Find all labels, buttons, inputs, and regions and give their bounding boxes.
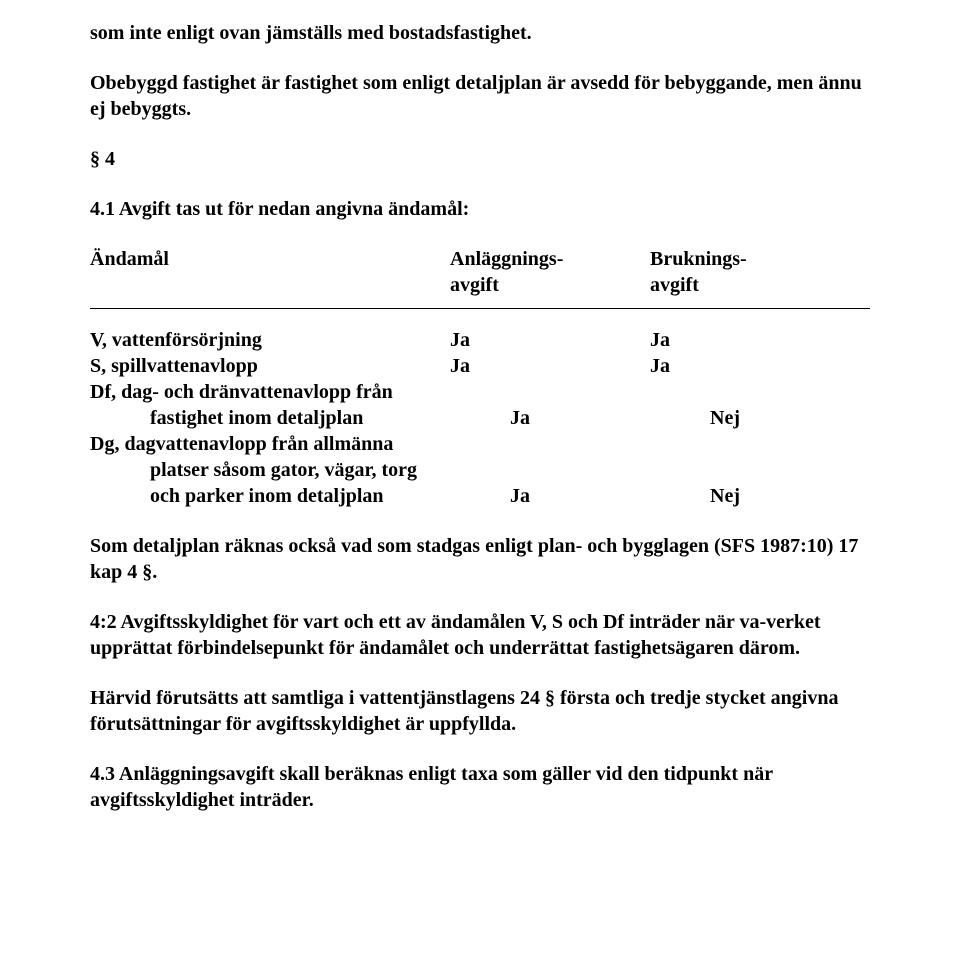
table-row-v: V, vattenförsörjning Ja Ja (90, 327, 870, 353)
cell-s-anl: Ja (450, 353, 650, 379)
cell-s-label: S, spillvattenavlopp (90, 353, 450, 379)
cell-df-anl: Ja (510, 405, 710, 431)
section-4-heading: § 4 (90, 146, 870, 172)
fee-table: Ändamål Anläggnings- avgift Bruknings- a… (90, 246, 870, 509)
cell-s-bruk: Ja (650, 353, 870, 379)
paragraph-4-1: 4.1 Avgift tas ut för nedan angivna ända… (90, 196, 870, 222)
paragraph-top-fragment: som inte enligt ovan jämställs med bosta… (90, 20, 870, 46)
table-row-dg-line2: platser såsom gator, vägar, torg (90, 457, 870, 483)
cell-v-anl: Ja (450, 327, 650, 353)
table-row-s: S, spillvattenavlopp Ja Ja (90, 353, 870, 379)
cell-dg-bruk: Nej (710, 483, 870, 509)
paragraph-4-3: 4.3 Anläggningsavgift skall beräknas enl… (90, 761, 870, 813)
paragraph-harvid: Härvid förutsätts att samtliga i vattent… (90, 685, 870, 737)
cell-dg-label-l3: och parker inom detaljplan (90, 483, 510, 509)
header-anlaggnings-l1: Anläggnings- (450, 246, 650, 272)
cell-df-label-l2: fastighet inom detaljplan (90, 405, 510, 431)
table-row-df-line2: fastighet inom detaljplan Ja Nej (90, 405, 870, 431)
cell-dg-label-l1: Dg, dagvattenavlopp från allmänna (90, 431, 450, 457)
table-row-df-line1: Df, dag- och dränvattenavlopp från (90, 379, 870, 405)
cell-df-label-l1: Df, dag- och dränvattenavlopp från (90, 379, 450, 405)
header-bruknings: Bruknings- avgift (650, 246, 870, 298)
cell-dg-label-l2: platser såsom gator, vägar, torg (90, 457, 510, 483)
paragraph-4-2: 4:2 Avgiftsskyldighet för vart och ett a… (90, 609, 870, 661)
header-bruknings-l1: Bruknings- (650, 246, 870, 272)
table-row-dg-line3: och parker inom detaljplan Ja Nej (90, 483, 870, 509)
paragraph-detaljplan-note: Som detaljplan räknas också vad som stad… (90, 533, 870, 585)
header-anlaggnings-l2: avgift (450, 272, 650, 298)
table-row-dg-line1: Dg, dagvattenavlopp från allmänna (90, 431, 870, 457)
cell-v-bruk: Ja (650, 327, 870, 353)
table-divider (90, 308, 870, 309)
header-anlaggnings: Anläggnings- avgift (450, 246, 650, 298)
header-bruknings-l2: avgift (650, 272, 870, 298)
header-andamal: Ändamål (90, 246, 450, 298)
table-header-row: Ändamål Anläggnings- avgift Bruknings- a… (90, 246, 870, 298)
paragraph-obebyggd: Obebyggd fastighet är fastighet som enli… (90, 70, 870, 122)
cell-v-label: V, vattenförsörjning (90, 327, 450, 353)
cell-df-bruk: Nej (710, 405, 870, 431)
cell-dg-anl: Ja (510, 483, 710, 509)
